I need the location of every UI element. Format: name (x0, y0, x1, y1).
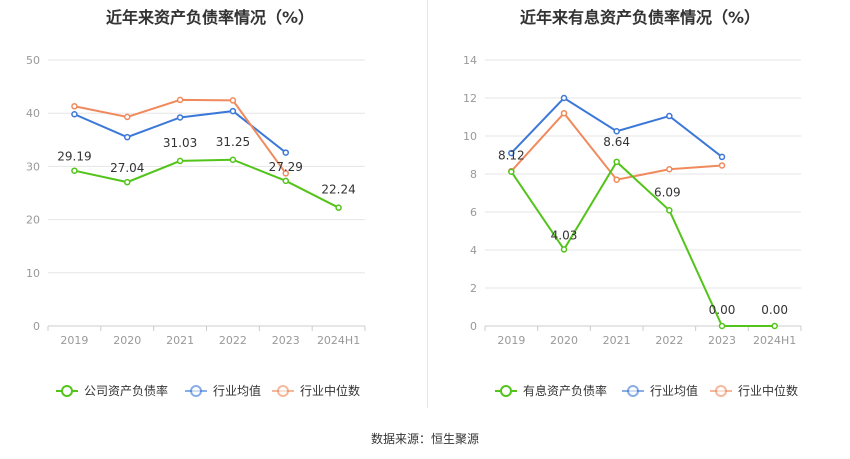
y-tick-label: 50 (26, 54, 40, 67)
legend-marker-company (61, 385, 73, 397)
x-tick-label: 2022 (655, 334, 683, 347)
data-point-average (666, 112, 673, 120)
data-point-average (176, 114, 184, 121)
data-point-median (560, 109, 568, 117)
data-point-company (124, 178, 131, 186)
legend-marker-median (277, 385, 289, 397)
legend-marker-company (500, 385, 512, 397)
data-point-company (229, 156, 237, 163)
data-label: 8.12 (498, 149, 525, 163)
y-tick-label: 0 (470, 320, 477, 333)
y-tick-label: 10 (26, 267, 40, 280)
y-tick-label: 6 (470, 206, 477, 219)
y-tick-label: 2 (470, 282, 477, 295)
data-point-average (718, 153, 726, 161)
data-point-company (335, 204, 342, 211)
data-point-median (666, 166, 673, 173)
data-point-median (71, 103, 78, 110)
data-point-company (176, 157, 184, 165)
data-point-median (282, 170, 289, 177)
data-label: 0.00 (761, 303, 788, 317)
data-source-label: 数据来源： (370, 432, 431, 446)
data-label: 29.19 (57, 150, 91, 164)
data-point-average (282, 149, 289, 156)
data-source-note: 数据来源：恒生聚源 (0, 430, 850, 447)
data-label: 0.00 (709, 303, 736, 317)
data-point-company (771, 322, 778, 330)
x-tick-label: 2019 (497, 334, 525, 347)
data-point-average (124, 133, 131, 141)
x-tick-label: 2024H1 (317, 334, 360, 347)
x-tick-label: 2024H1 (753, 334, 796, 347)
chart-divider (427, 0, 428, 408)
data-point-median (229, 97, 237, 104)
data-point-average (508, 149, 515, 157)
data-point-company (560, 246, 568, 253)
y-tick-label: 12 (463, 92, 477, 105)
data-point-median (718, 162, 726, 169)
chart-title-debt-ratio: 近年来资产负债率情况（%） (105, 8, 315, 27)
data-label: 31.25 (216, 135, 250, 149)
data-point-median (613, 176, 620, 183)
x-tick-label: 2022 (219, 334, 247, 347)
legend-label-company: 公司资产负债率 (84, 383, 168, 398)
legend-label-median: 行业中位数 (300, 383, 360, 398)
data-point-company (666, 207, 673, 214)
data-point-company (71, 167, 78, 174)
legend-marker-median (715, 385, 727, 397)
data-point-median (176, 96, 184, 104)
data-point-average (229, 107, 237, 115)
series-line-company (510, 160, 775, 327)
data-point-company (718, 322, 726, 330)
data-label: 8.64 (603, 135, 630, 149)
data-point-average (560, 94, 568, 102)
x-tick-label: 2023 (272, 334, 300, 347)
y-tick-label: 4 (470, 244, 477, 257)
y-tick-label: 10 (463, 130, 477, 143)
x-tick-label: 2021 (166, 334, 194, 347)
y-tick-label: 30 (26, 160, 40, 173)
x-tick-label: 2023 (708, 334, 736, 347)
legend-label-company: 有息资产负债率 (523, 383, 607, 398)
data-label: 27.29 (269, 160, 303, 174)
data-label: 6.09 (654, 185, 681, 199)
y-tick-label: 40 (26, 107, 40, 120)
legend-marker-average (627, 385, 639, 397)
data-point-median (124, 113, 131, 121)
y-tick-label: 14 (463, 54, 477, 67)
data-point-average (613, 128, 620, 135)
x-tick-label: 2019 (60, 334, 88, 347)
data-label: 27.04 (110, 161, 144, 175)
y-tick-label: 20 (26, 214, 40, 227)
series-line-company (74, 158, 340, 209)
data-label: 31.03 (163, 136, 197, 150)
x-tick-label: 2020 (113, 334, 141, 347)
legend-label-average: 行业均值 (213, 383, 261, 398)
data-point-average (71, 111, 78, 118)
data-point-company (508, 168, 515, 175)
data-point-company (613, 158, 620, 166)
data-label: 22.24 (321, 183, 355, 197)
legend-label-average: 行业均值 (650, 383, 698, 398)
y-tick-label: 0 (33, 320, 40, 333)
x-tick-label: 2020 (550, 334, 578, 347)
legend-marker-average (190, 385, 202, 397)
data-point-company (282, 177, 289, 185)
data-label: 4.03 (551, 228, 578, 242)
legend-label-median: 行业中位数 (738, 383, 798, 398)
y-tick-label: 8 (470, 168, 477, 181)
chart-title-interest-debt-ratio: 近年来有息资产负债率情况（%） (519, 8, 761, 27)
x-tick-label: 2021 (603, 334, 631, 347)
data-source-name: 恒生聚源 (431, 432, 480, 446)
